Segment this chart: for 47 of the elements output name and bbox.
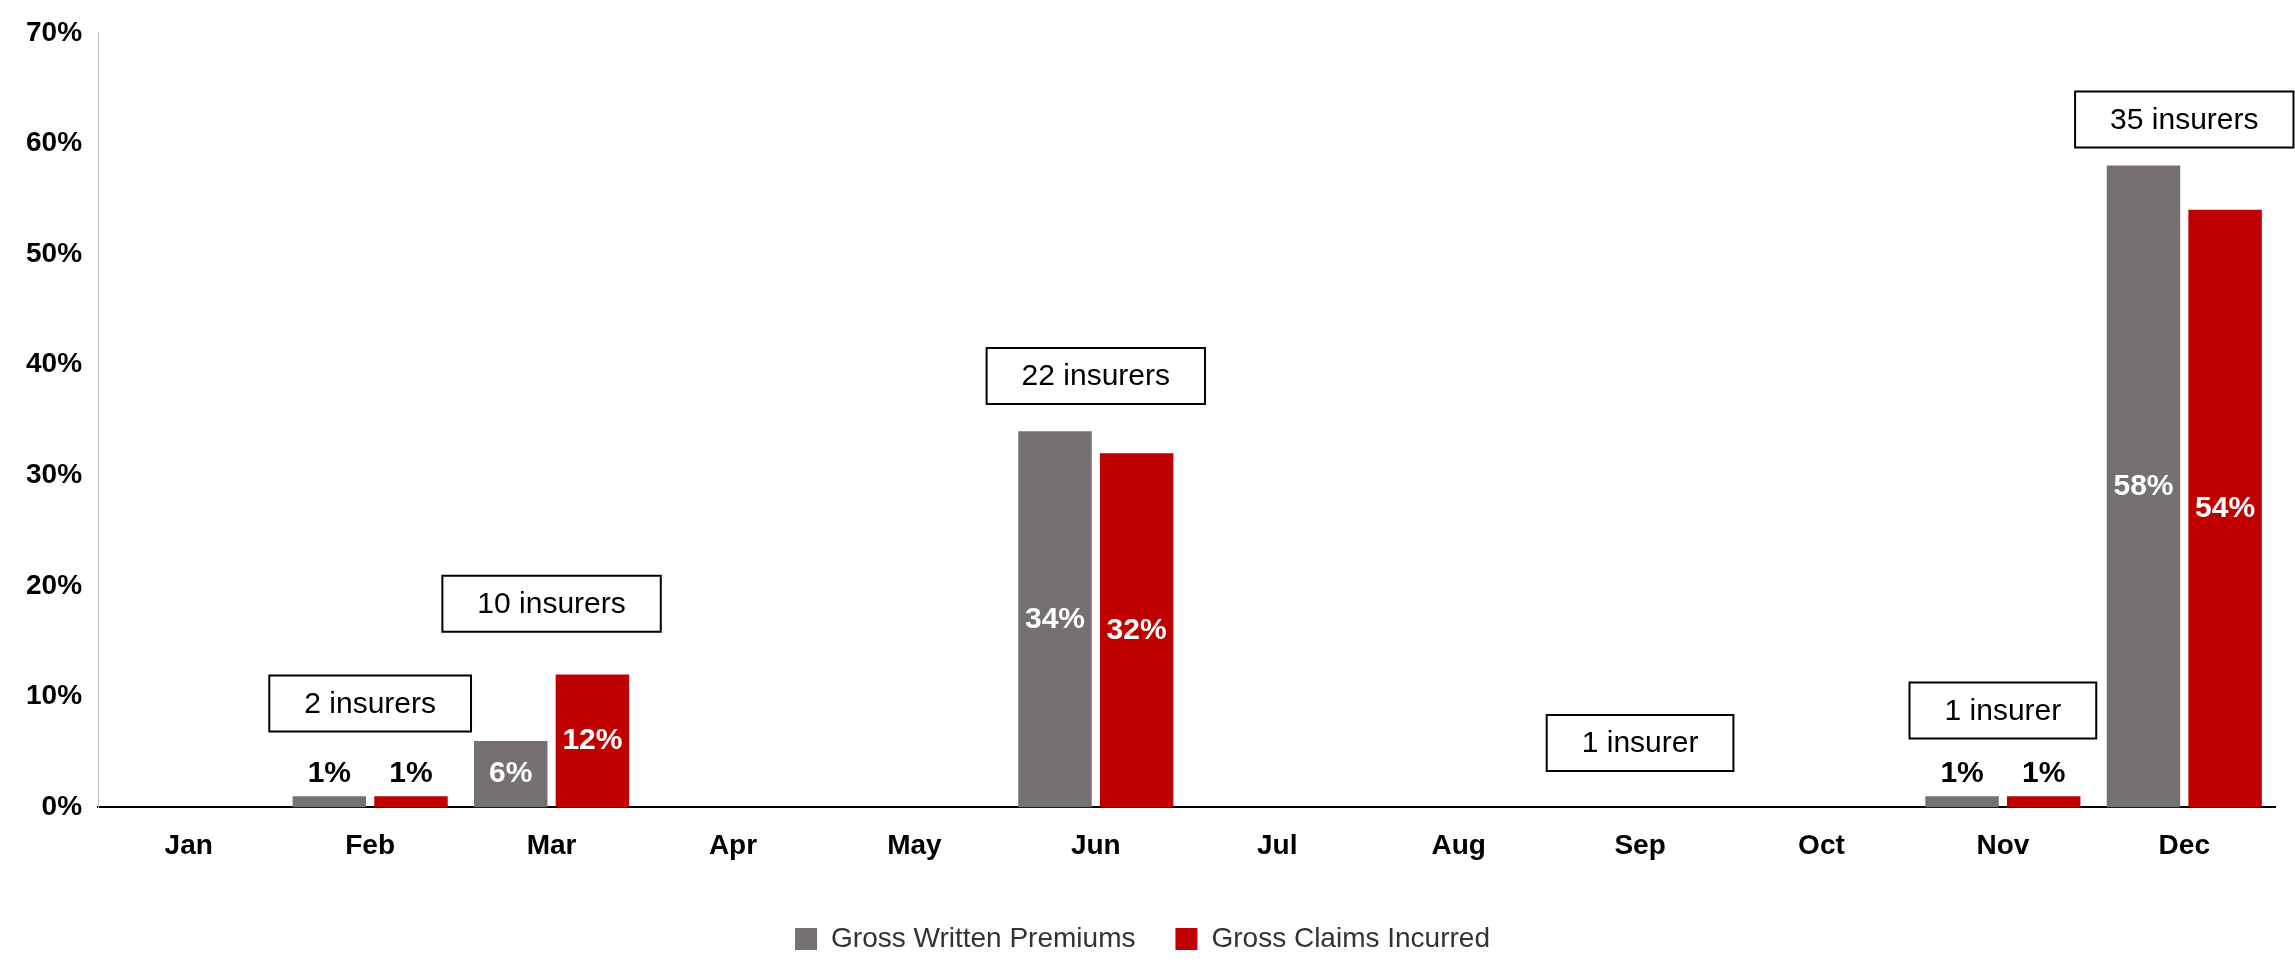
data-label: 58% — [2113, 467, 2174, 501]
y-tick-label: 50% — [25, 236, 83, 268]
y-tick-label: 20% — [25, 568, 83, 600]
y-tick-label: 0% — [41, 790, 83, 822]
data-label: 6% — [489, 755, 533, 789]
y-tick-label: 70% — [25, 15, 83, 47]
bar — [2188, 209, 2262, 808]
bar — [1099, 453, 1174, 808]
x-tick-label: Aug — [1431, 828, 1486, 860]
annotation: 1 insurer — [1581, 725, 1699, 759]
x-tick-label: Oct — [1798, 828, 1845, 860]
x-tick-label: Sep — [1614, 828, 1666, 860]
annotation: 2 insurers — [304, 685, 437, 719]
y-tick-label: 30% — [25, 458, 83, 490]
x-tick-label: May — [887, 828, 943, 860]
data-label: 1% — [307, 754, 352, 788]
data-label: 34% — [1024, 600, 1086, 634]
bar — [374, 796, 448, 808]
x-tick-label: Apr — [708, 828, 758, 860]
data-label: 1% — [389, 754, 433, 788]
annotation: 1 insurer — [1944, 692, 2062, 726]
bar — [1018, 431, 1092, 808]
data-label: 54% — [2195, 489, 2256, 523]
annotation: 10 insurers — [477, 585, 626, 619]
legend-label: Gross Written Premiums — [831, 921, 1136, 953]
x-tick-label: Jan — [164, 828, 213, 860]
bar — [555, 674, 630, 808]
bar — [2106, 165, 2181, 808]
bar — [2006, 796, 2081, 808]
bar — [1925, 796, 1999, 808]
y-tick-label: 40% — [25, 347, 83, 379]
data-label: 32% — [1106, 611, 1167, 645]
data-label: 1% — [1940, 754, 1984, 788]
x-tick-label: Mar — [526, 828, 577, 860]
legend-label: Gross Claims Incurred — [1211, 921, 1490, 953]
x-tick-label: Jul — [1256, 828, 1298, 860]
x-tick-label: Nov — [1976, 828, 2030, 860]
annotation: 35 insurers — [2110, 101, 2259, 135]
y-tick-label: 10% — [25, 679, 83, 711]
x-tick-label: Jun — [1070, 828, 1121, 860]
x-tick-label: Feb — [345, 828, 396, 860]
data-label: 12% — [562, 722, 623, 756]
y-tick-label: 60% — [25, 126, 83, 158]
bar — [292, 796, 367, 808]
annotation: 22 insurers — [1021, 358, 1171, 392]
x-tick-label: Dec — [2158, 828, 2210, 860]
data-label: 1% — [2022, 754, 2066, 788]
